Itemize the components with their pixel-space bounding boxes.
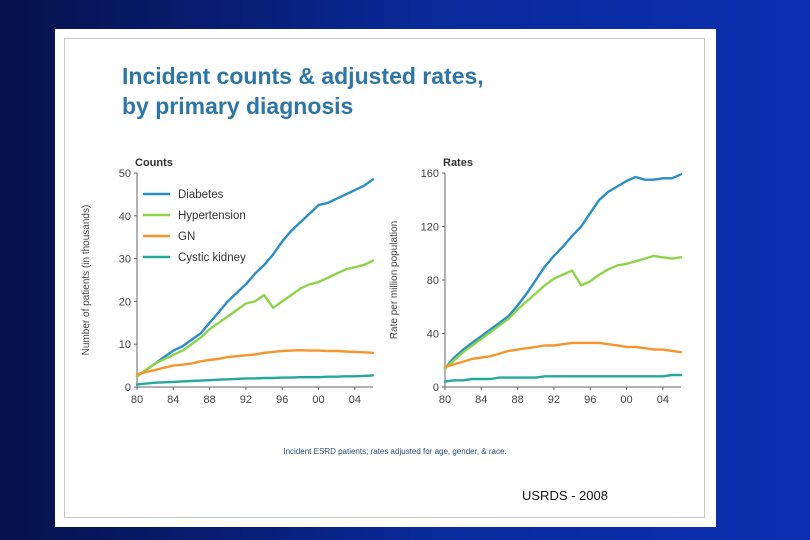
x-tick-label: 80 — [131, 394, 143, 406]
legend-label-cystic-kidney: Cystic kidney — [178, 252, 246, 264]
y-tick-label: 0 — [433, 382, 439, 394]
y-tick-label: 20 — [119, 296, 131, 308]
x-tick-label: 80 — [439, 394, 451, 406]
series-line-gn — [135, 349, 375, 376]
legend-label-gn: GN — [178, 231, 195, 243]
y-tick-label: 160 — [421, 168, 439, 180]
x-tick-label: 84 — [475, 394, 487, 406]
series-line-diabetes — [135, 178, 375, 378]
legend-label-diabetes: Diabetes — [178, 189, 224, 201]
y-tick-label: 120 — [421, 222, 439, 234]
x-tick-label: 00 — [312, 394, 324, 406]
x-tick-label: 92 — [240, 394, 252, 406]
x-tick-label: 00 — [620, 394, 632, 406]
y-tick-label: 40 — [427, 329, 439, 341]
legend-label-hypertension: Hypertension — [178, 210, 246, 222]
y-tick-label: 30 — [119, 254, 131, 266]
counts-chart: Counts Number of patients (in thousands) 0… — [81, 157, 375, 406]
x-tick-label: 96 — [276, 394, 288, 406]
slide-card: Incident counts & adjusted rates, by pri… — [55, 29, 716, 527]
title-line-2: by primary diagnosis — [122, 93, 354, 119]
figure-frame — [64, 38, 705, 518]
series-line-hypertension — [443, 254, 683, 370]
series-line-cystic-kidney — [135, 374, 375, 386]
series-line-hypertension — [135, 259, 375, 378]
y-tick-label: 40 — [119, 211, 131, 223]
x-tick-label: 84 — [167, 394, 179, 406]
chart-title: Counts — [135, 157, 173, 169]
y-tick-label: 50 — [119, 168, 131, 180]
y-axis-label: Number of patients (in thousands) — [81, 205, 92, 356]
y-axis-label: Rate per million population — [389, 221, 400, 339]
y-tick-label: 10 — [119, 339, 131, 351]
x-tick-label: 04 — [349, 394, 361, 406]
title-line-1: Incident counts & adjusted rates, — [122, 63, 484, 89]
x-tick-label: 92 — [548, 394, 560, 406]
x-tick-label: 88 — [511, 394, 523, 406]
x-tick-label: 04 — [657, 394, 669, 406]
x-tick-label: 88 — [203, 394, 215, 406]
y-tick-label: 80 — [427, 275, 439, 287]
figure-title: Incident counts & adjusted rates, by pri… — [122, 61, 484, 121]
charts-canvas: Counts Number of patients (in thousands) 0… — [81, 157, 683, 406]
footnote: Incident ESRD patients; rates adjusted f… — [283, 447, 507, 456]
source-label: USRDS - 2008 — [522, 488, 608, 503]
series-line-diabetes — [443, 173, 683, 370]
chart-title: Rates — [443, 157, 473, 169]
series-line-gn — [443, 341, 683, 369]
series-line-cystic-kidney — [443, 373, 683, 383]
y-tick-label: 0 — [125, 382, 131, 394]
x-tick-label: 96 — [584, 394, 596, 406]
